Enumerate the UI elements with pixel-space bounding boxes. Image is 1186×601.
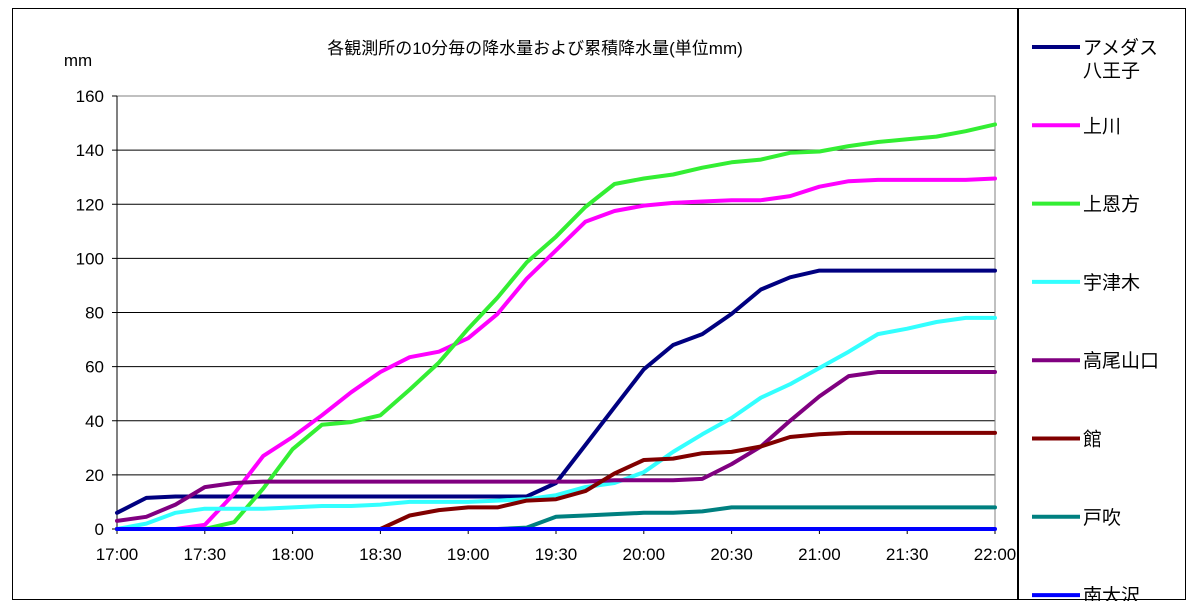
y-tick-label: 120 — [76, 195, 104, 214]
y-tick-label: 40 — [85, 412, 104, 431]
legend-label-3: 上恩方 — [1083, 194, 1140, 216]
legend-label-7: 戸吹 — [1083, 507, 1121, 529]
y-tick-label: 80 — [85, 304, 104, 323]
x-tick-label: 17:30 — [184, 545, 227, 564]
x-tick-label: 21:00 — [798, 545, 841, 564]
x-tick-label: 20:00 — [623, 545, 666, 564]
x-tick-label: 19:00 — [447, 545, 490, 564]
series-line-3 — [115, 122, 997, 531]
y-tick-label: 60 — [85, 358, 104, 377]
grid-layer — [117, 149, 995, 476]
series-line-5 — [115, 370, 997, 523]
x-tick-label: 18:00 — [271, 545, 314, 564]
chart-title: 各観測所の10分毎の降水量および累積降水量(単位mm) — [327, 39, 743, 58]
x-tick-label: 20:30 — [710, 545, 753, 564]
y-tick-label: 160 — [76, 87, 104, 106]
y-tick-label: 20 — [85, 466, 104, 485]
legend-label-5: 高尾山口 — [1083, 350, 1159, 372]
series-layer — [115, 122, 997, 531]
x-tick-label: 21:30 — [886, 545, 929, 564]
x-axis: 17:00 17:30 18:00 18:30 19:00 19:30 20:00 20:30… — [96, 529, 1017, 564]
y-tick-label: 100 — [76, 249, 104, 268]
series-line-2 — [115, 176, 997, 531]
x-tick-label: 18:30 — [359, 545, 402, 564]
series-line-4 — [115, 315, 997, 531]
legend-label-1: アメダス八王子 — [1083, 37, 1158, 82]
y-tick-label: 140 — [76, 141, 104, 160]
legend-label-8: 南大沢 — [1083, 585, 1140, 601]
legend-label-6: 館 — [1083, 429, 1102, 451]
chart-area — [12, 8, 1018, 600]
y-axis-unit-label: mm — [64, 51, 92, 70]
legend-label-2: 上川 — [1083, 115, 1121, 137]
x-tick-label: 17:00 — [96, 545, 139, 564]
y-tick-label: 0 — [95, 520, 104, 539]
legend-label-4: 宇津木 — [1083, 272, 1140, 294]
y-axis: 0 20 40 60 80 100 120 140 160 — [76, 87, 117, 539]
x-tick-label: 22:00 — [974, 545, 1017, 564]
x-tick-label: 19:30 — [535, 545, 578, 564]
